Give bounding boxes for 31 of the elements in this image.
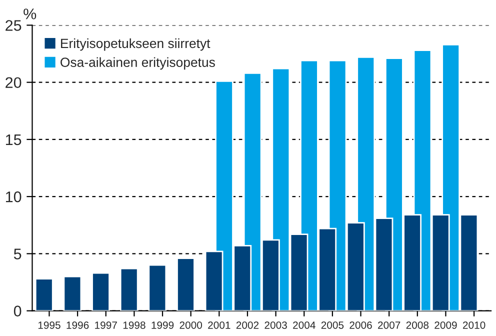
- y-axis-title: %: [24, 8, 36, 20]
- x-tick-label: 1997: [95, 321, 117, 329]
- x-tick-label: 2007: [378, 321, 400, 329]
- x-tick-label: 2004: [293, 321, 316, 329]
- y-tick-label: 10: [6, 191, 22, 202]
- x-tick-label: 1995: [38, 321, 60, 329]
- x-tick-label: 2000: [180, 321, 202, 329]
- x-tick-label: 2001: [208, 321, 230, 329]
- y-tick-label: 0: [14, 306, 22, 316]
- x-tick-label: 2010: [462, 321, 486, 329]
- x-tick-label: 2003: [264, 321, 287, 329]
- y-tick-label: 5: [14, 248, 22, 260]
- x-tick-label: 1996: [66, 321, 89, 329]
- bar: [92, 272, 110, 311]
- bar: [63, 276, 82, 311]
- legend-label: Erityisopetukseen siirretyt: [61, 38, 210, 51]
- x-tick-label: 2006: [350, 321, 372, 329]
- bar: [148, 264, 167, 311]
- x-tick-label: 2002: [236, 321, 259, 329]
- x-tick-label: 2005: [321, 321, 344, 329]
- y-tick-label: 25: [6, 20, 22, 31]
- x-tick-label: 2008: [406, 321, 429, 329]
- bar: [120, 268, 138, 311]
- x-tick-label: 2009: [434, 321, 457, 329]
- y-tick-label: 15: [6, 134, 22, 146]
- bar: [176, 258, 195, 311]
- bar: [34, 278, 54, 311]
- legend-label: Osa-aikainen erityisopetus: [60, 57, 215, 70]
- x-tick-label: 1998: [123, 321, 146, 329]
- y-tick-label: 20: [6, 77, 22, 88]
- x-tick-label: 1999: [152, 321, 174, 329]
